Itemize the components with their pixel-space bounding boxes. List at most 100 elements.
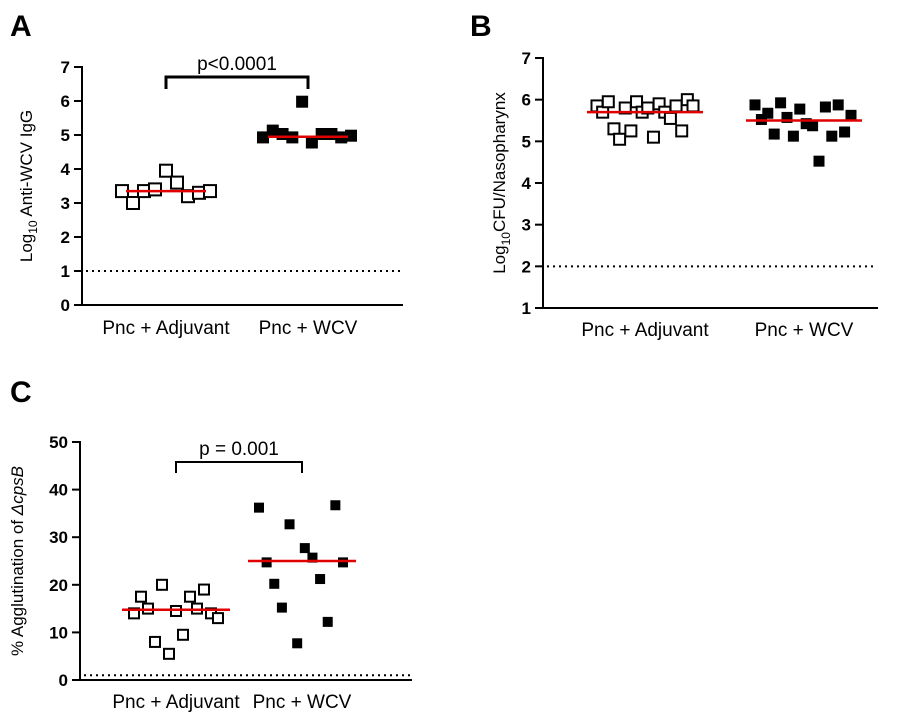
filled-square-point — [296, 95, 309, 108]
panel-b-category-wcv: Pnc + WCV — [755, 320, 854, 341]
panel-b-points — [590, 93, 857, 167]
panel-a-y-ticks: 0 1 2 3 4 5 6 7 — [61, 58, 82, 315]
open-square-point — [126, 196, 140, 210]
filled-square-point — [807, 120, 819, 132]
panel-c-category-adjuvant: Pnc + Adjuvant — [112, 692, 240, 713]
y-tick-label: 20 — [49, 576, 68, 595]
filled-square-point — [266, 124, 279, 137]
filled-square-point — [775, 97, 787, 109]
y-tick-label: 6 — [522, 91, 531, 110]
open-square-point — [624, 124, 638, 138]
y-tick-label: 2 — [522, 257, 531, 276]
panel-a-category-wcv: Pnc + WCV — [259, 318, 358, 339]
filled-square-point — [257, 131, 269, 144]
panel-a-category-adjuvant: Pnc + Adjuvant — [102, 318, 230, 339]
panel-c-points — [128, 500, 348, 660]
open-square-point — [686, 99, 700, 113]
panel-c: C 0 10 20 30 40 50 p = 0.001 Pnc + Adjuvant P… — [8, 376, 412, 713]
panel-label-b: B — [470, 10, 492, 43]
open-square-point — [646, 130, 660, 144]
y-tick-label: 50 — [49, 433, 68, 452]
panel-c-significance-bracket — [175, 461, 303, 473]
panel-c-p-value: p = 0.001 — [199, 439, 279, 460]
open-square-point — [630, 95, 644, 109]
panel-b-y-ticks: 1 2 3 4 5 6 7 — [522, 49, 543, 318]
filled-square-point — [345, 129, 357, 142]
filled-square-point — [787, 130, 799, 142]
open-square-point — [198, 583, 210, 596]
filled-square-point — [762, 107, 774, 119]
y-tick-label: 3 — [61, 194, 70, 213]
panel-c-y-label: % Agglutination of ΔcpsB — [8, 466, 27, 656]
y-tick-label: 3 — [522, 216, 531, 235]
open-square-point — [128, 607, 140, 620]
y-tick-label: 1 — [522, 299, 531, 318]
open-square-point — [184, 590, 196, 603]
open-square-point — [669, 99, 683, 113]
panel-b-y-label: Log10CFU/Nasopharynx — [490, 92, 513, 274]
open-square-point — [156, 578, 168, 591]
panel-label-a: A — [10, 10, 32, 43]
panel-a-points — [115, 95, 357, 210]
filled-square-point — [307, 552, 318, 563]
filled-square-point — [832, 99, 844, 111]
open-square-point — [663, 111, 677, 125]
filled-square-point — [800, 118, 812, 130]
panel-label-c: C — [10, 376, 32, 409]
y-tick-label: 5 — [522, 132, 531, 151]
open-square-point — [613, 132, 627, 146]
filled-square-point — [338, 557, 348, 568]
y-tick-label: 10 — [49, 623, 68, 642]
y-tick-label: 4 — [61, 160, 71, 179]
filled-square-point — [322, 616, 333, 627]
open-square-point — [607, 122, 621, 136]
open-square-point — [601, 95, 615, 109]
open-square-point — [170, 175, 184, 190]
filled-square-point — [269, 578, 280, 589]
y-tick-label: 2 — [61, 228, 70, 247]
filled-square-point — [315, 574, 326, 585]
open-square-point — [212, 612, 224, 625]
filled-square-point — [839, 126, 851, 138]
filled-square-point — [261, 557, 272, 568]
panel-b-medians — [587, 110, 862, 122]
y-tick-label: 4 — [522, 174, 532, 193]
y-tick-label: 0 — [61, 296, 70, 315]
filled-square-point — [768, 128, 780, 140]
y-tick-label: 5 — [61, 126, 70, 145]
panel-b: B 1 2 3 4 5 6 7 Pnc + Adjuvant Pnc + WCV Log10… — [470, 10, 878, 341]
panel-c-medians — [122, 559, 356, 612]
open-square-point — [163, 647, 175, 660]
y-tick-label: 40 — [49, 481, 68, 500]
filled-square-point — [305, 136, 318, 149]
open-square-point — [135, 590, 147, 603]
panel-a-y-label: Log10 Anti-WCV IgG — [17, 110, 40, 262]
filled-square-point — [292, 638, 303, 649]
y-tick-label: 7 — [522, 49, 531, 68]
open-square-point — [159, 163, 173, 178]
panel-a: A 0 1 2 3 4 5 6 7 p<0.0001 Pnc + Adjuvant Pnc +… — [10, 10, 403, 339]
y-tick-label: 6 — [61, 92, 70, 111]
panel-a-p-value: p<0.0001 — [197, 54, 277, 75]
filled-square-point — [749, 99, 761, 111]
filled-square-point — [826, 130, 838, 142]
filled-square-point — [330, 500, 341, 511]
panel-c-y-ticks: 0 10 20 30 40 50 — [49, 433, 80, 690]
filled-square-point — [254, 502, 264, 513]
filled-square-point — [284, 519, 295, 530]
filled-square-point — [276, 602, 287, 613]
open-square-point — [149, 635, 161, 648]
panel-a-medians — [126, 135, 348, 193]
open-square-point — [675, 124, 689, 138]
y-tick-label: 30 — [49, 528, 68, 547]
panel-a-significance-bracket — [164, 75, 310, 89]
filled-square-point — [819, 101, 831, 113]
filled-square-point — [299, 543, 310, 554]
panel-c-category-wcv: Pnc + WCV — [253, 692, 352, 713]
y-tick-label: 7 — [61, 58, 70, 77]
y-tick-label: 1 — [61, 262, 70, 281]
open-square-point — [177, 628, 189, 641]
y-tick-label: 0 — [59, 671, 68, 690]
filled-square-point — [794, 103, 806, 115]
